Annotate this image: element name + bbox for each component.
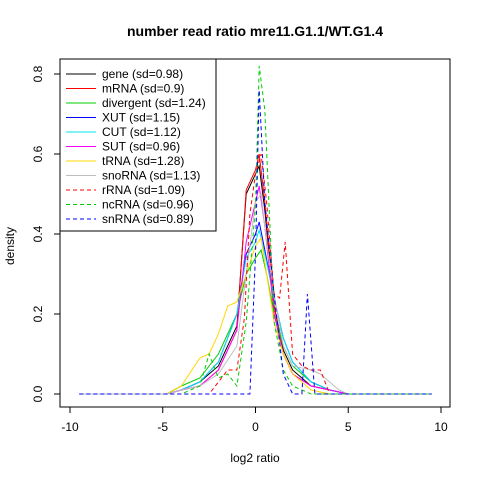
y-tick-label: 0.8 xyxy=(31,65,45,82)
series-layer xyxy=(79,65,432,395)
series-line-9 xyxy=(79,65,432,395)
x-tick-label: -5 xyxy=(157,420,168,434)
legend-label: snRNA (sd=0.89) xyxy=(102,212,194,226)
y-axis-label: density xyxy=(3,227,17,265)
y-tick-label: 0.0 xyxy=(31,385,45,402)
legend-label: divergent (sd=1.24) xyxy=(102,96,206,110)
legend-label: ncRNA (sd=0.96) xyxy=(102,198,194,212)
x-tick-label: 5 xyxy=(345,420,352,434)
x-tick-label: 10 xyxy=(434,420,448,434)
y-tick-label: 0.2 xyxy=(31,305,45,322)
chart-title: number read ratio mre11.G1.1/WT.G1.4 xyxy=(127,23,383,39)
x-axis: -10 -5 0 5 10 xyxy=(61,406,448,434)
legend-label: SUT (sd=0.96) xyxy=(102,140,180,154)
series-line-6 xyxy=(79,236,432,395)
y-axis: 0.0 0.2 0.4 0.6 0.8 xyxy=(31,65,61,402)
legend-label: XUT (sd=1.15) xyxy=(102,111,180,125)
legend-label: snoRNA (sd=1.13) xyxy=(102,169,200,183)
series-line-4 xyxy=(79,228,432,395)
legend-label: CUT (sd=1.12) xyxy=(102,125,181,139)
legend-label: tRNA (sd=1.28) xyxy=(102,154,184,168)
x-tick-label: -10 xyxy=(61,420,79,434)
legend-label: rRNA (sd=1.09) xyxy=(102,183,185,197)
legend-label: gene (sd=0.98) xyxy=(102,67,183,81)
legend-label: mRNA (sd=0.9) xyxy=(102,82,184,96)
y-tick-label: 0.4 xyxy=(31,225,45,242)
series-line-10 xyxy=(79,89,432,395)
x-axis-label: log2 ratio xyxy=(230,451,280,465)
legend-box xyxy=(59,58,217,232)
y-tick-label: 0.6 xyxy=(31,145,45,162)
x-tick-label: 0 xyxy=(252,420,259,434)
legend: gene (sd=0.98)mRNA (sd=0.9)divergent (sd… xyxy=(59,58,217,232)
